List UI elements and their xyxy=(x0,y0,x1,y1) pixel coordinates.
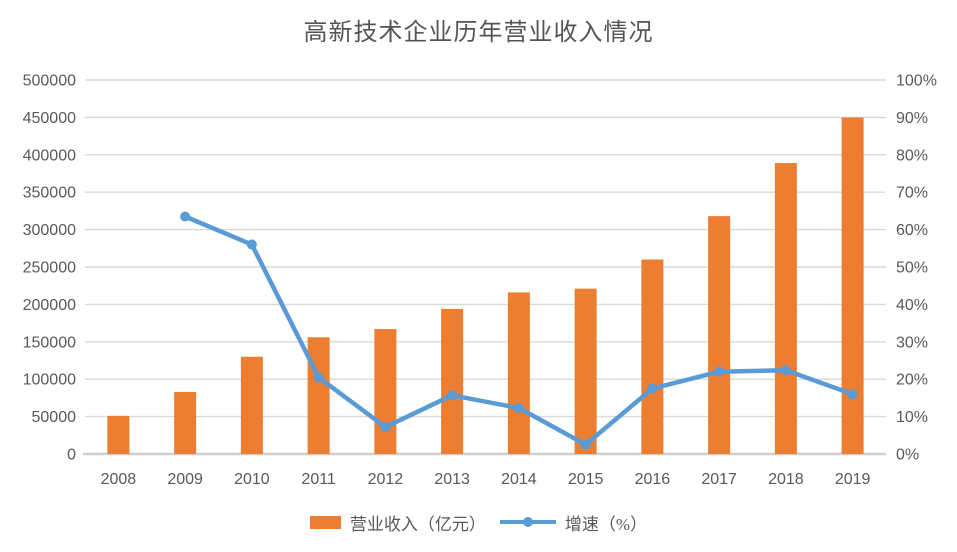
right-axis-tick-label: 50% xyxy=(896,260,928,277)
growth-line-marker xyxy=(180,211,191,222)
chart-legend: 营业收入（亿元） 增速（%） xyxy=(0,506,957,538)
x-axis-category-label: 2008 xyxy=(101,471,137,488)
x-axis-category-label: 2016 xyxy=(635,471,671,488)
revenue-bar-2011 xyxy=(307,337,330,454)
x-axis-category-label: 2011 xyxy=(301,471,336,488)
growth-line-marker xyxy=(580,439,591,450)
left-axis-tick-label: 350000 xyxy=(23,185,76,202)
growth-line-dot-icon xyxy=(522,517,533,527)
left-axis-tick-label: 400000 xyxy=(23,147,76,164)
growth-line-marker xyxy=(246,239,257,250)
left-axis-tick-label: 100000 xyxy=(23,372,76,389)
legend-label-growth: 增速（%） xyxy=(564,514,648,534)
legend-item-revenue: 营业收入（亿元） xyxy=(309,510,486,535)
right-axis-tick-label: 70% xyxy=(896,185,928,202)
right-axis-tick-label: 20% xyxy=(896,372,928,389)
legend-label-revenue: 营业收入（亿元） xyxy=(349,514,486,534)
right-axis-tick-label: 0% xyxy=(896,447,919,464)
x-axis-category-label: 2014 xyxy=(501,471,537,488)
revenue-bar-2015 xyxy=(574,288,597,454)
growth-line-marker xyxy=(313,372,324,383)
growth-line-marker xyxy=(447,390,458,401)
right-axis-tick-label: 40% xyxy=(896,297,928,314)
left-axis-tick-label: 50000 xyxy=(32,409,77,426)
left-axis-tick-label: 0 xyxy=(67,447,76,464)
x-axis-category-label: 2012 xyxy=(368,471,404,488)
chart-title: 高新技术企业历年营业收入情况 xyxy=(303,20,654,46)
revenue-bar-swatch-icon xyxy=(309,515,341,529)
growth-line-swatch-icon xyxy=(499,517,556,527)
right-axis-tick-label: 100% xyxy=(896,73,937,90)
revenue-bar-2013 xyxy=(441,308,464,454)
growth-line-marker xyxy=(647,383,658,394)
growth-line-marker xyxy=(380,422,391,433)
right-axis-tick-label: 10% xyxy=(896,409,928,426)
right-axis-tick-label: 80% xyxy=(896,147,928,164)
right-axis-tick-label: 60% xyxy=(896,222,928,239)
growth-line-marker xyxy=(847,389,858,400)
legend-item-growth: 增速（%） xyxy=(499,510,648,535)
revenue-bar-2008 xyxy=(107,415,130,454)
left-axis-tick-label: 300000 xyxy=(23,222,76,239)
growth-line-marker xyxy=(513,402,524,413)
right-axis-tick-label: 90% xyxy=(896,110,928,127)
x-axis-category-label: 2019 xyxy=(835,471,871,488)
revenue-bar-2019 xyxy=(841,117,864,455)
left-axis-tick-label: 450000 xyxy=(23,110,76,127)
x-axis-category-label: 2015 xyxy=(568,471,604,488)
growth-line-marker xyxy=(780,365,791,376)
x-axis-category-label: 2010 xyxy=(234,471,270,488)
x-axis-category-label: 2018 xyxy=(768,471,804,488)
x-axis-category-label: 2009 xyxy=(167,471,203,488)
growth-line-marker xyxy=(714,366,725,377)
left-axis-tick-label: 500000 xyxy=(23,73,76,90)
revenue-bar-2017 xyxy=(708,216,731,454)
left-axis-tick-label: 250000 xyxy=(23,260,76,277)
right-axis-tick-label: 30% xyxy=(896,334,928,351)
revenue-bar-2010 xyxy=(240,356,263,454)
revenue-bar-2016 xyxy=(641,259,664,454)
revenue-bar-2009 xyxy=(174,391,197,454)
left-axis-tick-label: 150000 xyxy=(23,334,76,351)
x-axis-category-label: 2017 xyxy=(701,471,737,488)
left-axis-tick-label: 200000 xyxy=(23,297,76,314)
revenue-bar-2014 xyxy=(507,292,530,454)
x-axis-category-label: 2013 xyxy=(434,471,470,488)
revenue-bar-2012 xyxy=(374,329,397,454)
revenue-bar-2018 xyxy=(774,163,797,454)
